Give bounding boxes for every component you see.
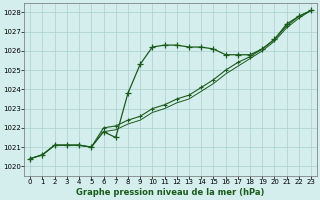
X-axis label: Graphe pression niveau de la mer (hPa): Graphe pression niveau de la mer (hPa): [76, 188, 265, 197]
